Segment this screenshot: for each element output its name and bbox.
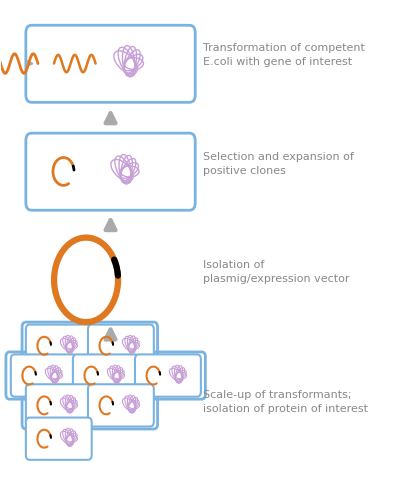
FancyBboxPatch shape [73,354,139,397]
FancyBboxPatch shape [26,133,195,210]
FancyBboxPatch shape [135,354,201,397]
Text: Selection and expansion of
positive clones: Selection and expansion of positive clon… [203,152,354,176]
FancyBboxPatch shape [11,354,77,397]
FancyBboxPatch shape [88,324,154,367]
Text: Scale-up of transformants;
isolation of protein of interest: Scale-up of transformants; isolation of … [203,390,368,413]
FancyBboxPatch shape [26,418,92,460]
FancyBboxPatch shape [26,26,195,102]
FancyBboxPatch shape [26,384,92,426]
FancyBboxPatch shape [88,384,154,426]
Text: Transformation of competent
E.coli with gene of interest: Transformation of competent E.coli with … [203,42,365,66]
Text: Isolation of
plasmig/expression vector: Isolation of plasmig/expression vector [203,260,349,284]
FancyBboxPatch shape [26,324,92,367]
